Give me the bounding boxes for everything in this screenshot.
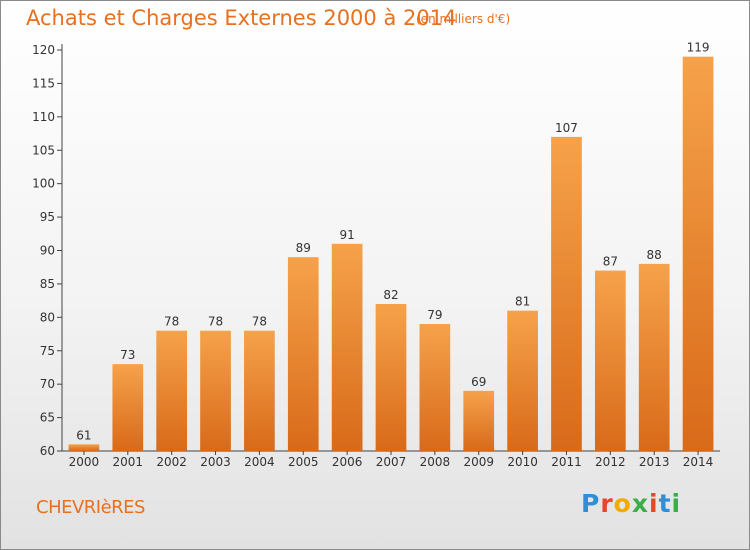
chart-subtitle: (en milliers d'€) xyxy=(416,12,511,26)
data-label: 73 xyxy=(120,348,135,362)
y-tick-label: 75 xyxy=(40,344,55,358)
bar xyxy=(331,243,363,451)
x-tick-label: 2011 xyxy=(551,455,582,469)
chart-title: Achats et Charges Externes 2000 à 2014 xyxy=(26,6,457,30)
data-label: 88 xyxy=(647,248,662,262)
logo-letter: x xyxy=(631,489,649,518)
proxiti-logo[interactable]: Proxiti xyxy=(581,489,681,518)
bar xyxy=(287,257,319,451)
data-label: 78 xyxy=(164,315,179,329)
bar xyxy=(594,270,626,451)
x-tick-label: 2013 xyxy=(639,455,670,469)
x-tick-label: 2012 xyxy=(595,455,626,469)
x-tick-label: 2005 xyxy=(288,455,319,469)
data-label: 82 xyxy=(383,288,398,302)
y-tick-label: 105 xyxy=(32,143,55,157)
bar xyxy=(200,330,231,451)
data-label: 79 xyxy=(427,308,442,322)
x-tick-label: 2006 xyxy=(332,455,363,469)
logo-letter: o xyxy=(613,489,632,518)
x-tick-label: 2010 xyxy=(507,455,538,469)
logo-letter: i xyxy=(671,489,682,518)
data-label: 89 xyxy=(296,241,311,255)
bar xyxy=(156,330,188,451)
data-label: 119 xyxy=(687,41,710,55)
y-tick-label: 115 xyxy=(32,76,55,90)
y-tick-label: 70 xyxy=(40,377,55,391)
bar xyxy=(638,263,670,451)
logo-letter: i xyxy=(649,489,659,518)
x-tick-label: 2002 xyxy=(156,455,187,469)
x-tick-label: 2001 xyxy=(113,455,144,469)
x-tick-label: 2007 xyxy=(376,455,407,469)
data-label: 78 xyxy=(252,315,267,329)
y-tick-label: 65 xyxy=(40,411,55,425)
data-label: 107 xyxy=(555,121,578,135)
logo-letter: r xyxy=(600,489,614,518)
bar xyxy=(419,324,451,451)
data-label: 69 xyxy=(471,375,486,389)
y-tick-label: 110 xyxy=(32,110,55,124)
data-label: 91 xyxy=(339,228,354,242)
y-tick-label: 100 xyxy=(32,177,55,191)
logo-letter: P xyxy=(581,489,601,518)
y-tick-label: 90 xyxy=(40,244,55,258)
bar xyxy=(112,364,144,451)
logo-letter: t xyxy=(658,489,672,518)
y-tick-label: 60 xyxy=(40,444,55,458)
commune-name: CHEVRIèRES xyxy=(36,497,146,518)
bar xyxy=(682,56,714,451)
x-tick-label: 2004 xyxy=(244,455,275,469)
x-tick-label: 2003 xyxy=(200,455,231,469)
bar xyxy=(244,330,275,451)
x-tick-label: 2014 xyxy=(683,455,714,469)
data-label: 78 xyxy=(208,315,223,329)
data-label: 87 xyxy=(603,255,618,269)
bar xyxy=(68,444,100,451)
data-label: 61 xyxy=(76,428,91,442)
x-tick-label: 2009 xyxy=(463,455,494,469)
x-tick-label: 2000 xyxy=(69,455,100,469)
bar xyxy=(463,390,495,451)
bar xyxy=(551,136,582,451)
data-label: 81 xyxy=(515,295,530,309)
y-tick-label: 120 xyxy=(32,43,55,57)
y-tick-label: 85 xyxy=(40,277,55,291)
x-tick-label: 2008 xyxy=(420,455,451,469)
bar xyxy=(507,310,538,451)
y-tick-label: 80 xyxy=(40,310,55,324)
y-tick-label: 95 xyxy=(40,210,55,224)
bar xyxy=(375,303,407,451)
